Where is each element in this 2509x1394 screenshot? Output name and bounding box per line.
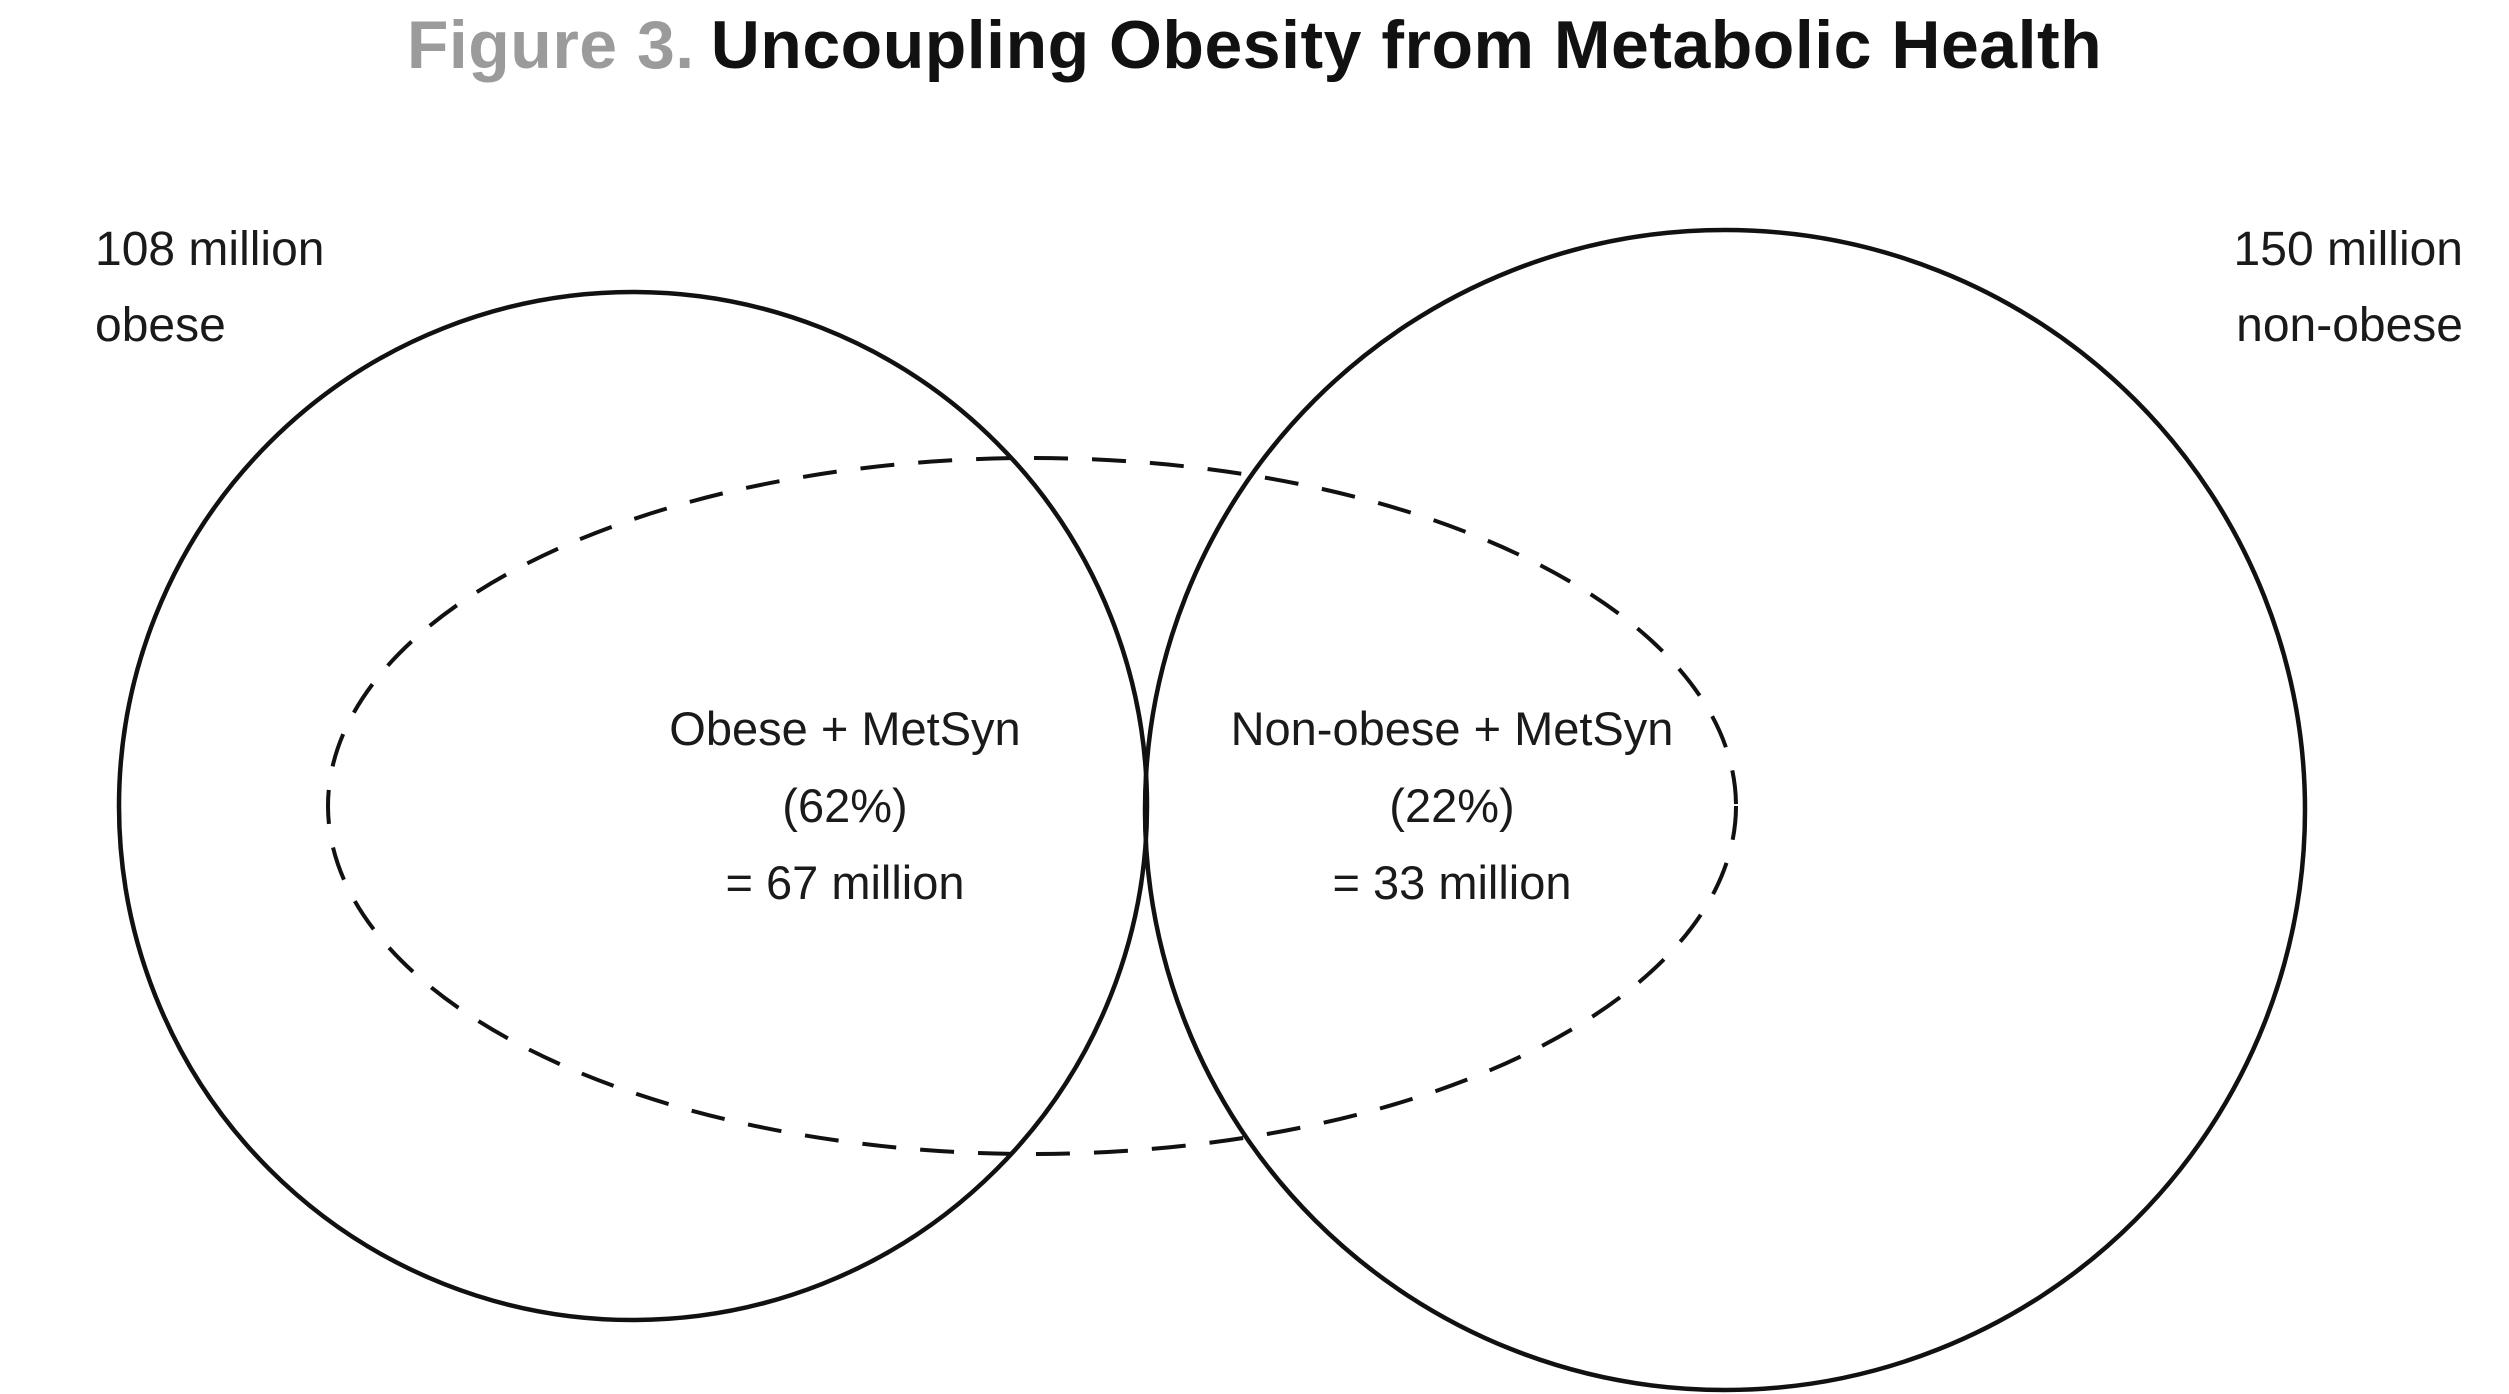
non-obese-metsyn-title: Non-obese + MetSyn bbox=[1230, 702, 1674, 755]
non-obese-circle-label: 150 million non-obese bbox=[2234, 212, 2463, 364]
figure-number-label: Figure 3. bbox=[406, 7, 695, 83]
figure-title-text: Uncoupling Obesity from Metabolic Health bbox=[710, 7, 2103, 83]
non-obese-metsyn-percent: (22%) bbox=[1389, 779, 1515, 832]
figure-title: Figure 3. Uncoupling Obesity from Metabol… bbox=[0, 6, 2509, 84]
non-obese-word: non-obese bbox=[2236, 299, 2463, 352]
obese-word: obese bbox=[95, 299, 226, 352]
non-obese-metsyn-label: Non-obese + MetSyn (22%) = 33 million bbox=[1231, 690, 1674, 921]
obese-metsyn-percent: (62%) bbox=[782, 779, 908, 832]
obese-metsyn-title: Obese + MetSyn bbox=[669, 702, 1021, 755]
obese-metsyn-count: = 67 million bbox=[725, 856, 965, 909]
non-obese-count: 150 million bbox=[2233, 223, 2463, 276]
obese-metsyn-label: Obese + MetSyn (62%) = 67 million bbox=[669, 690, 1020, 921]
metsyn-dashed-ellipse bbox=[326, 456, 1738, 1156]
non-obese-circle bbox=[1142, 227, 2308, 1393]
obese-circle-label: 108 million obese bbox=[95, 212, 324, 364]
obese-count: 108 million bbox=[95, 223, 325, 276]
non-obese-metsyn-count: = 33 million bbox=[1332, 856, 1572, 909]
